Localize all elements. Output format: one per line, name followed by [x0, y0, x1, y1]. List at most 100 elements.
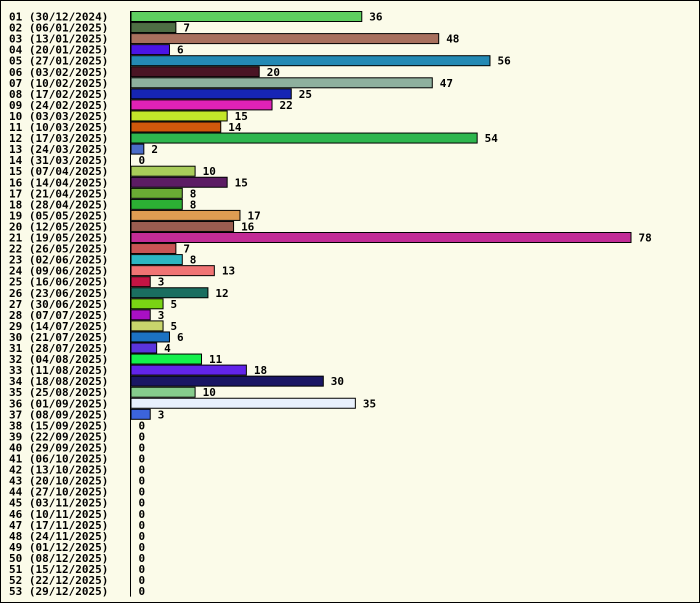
category-label: 42 (13/10/2025)	[9, 464, 108, 477]
bar	[130, 320, 164, 332]
value-label: 0	[139, 574, 146, 587]
bar	[130, 243, 177, 255]
value-label: 0	[139, 508, 146, 521]
category-label: 20 (12/05/2025)	[9, 220, 108, 233]
category-label: 53 (29/12/2025)	[9, 585, 108, 598]
value-label: 47	[440, 77, 453, 90]
category-label: 47 (17/11/2025)	[9, 519, 108, 532]
category-label: 23 (02/06/2025)	[9, 254, 108, 267]
bar	[130, 265, 215, 277]
category-label: 43 (20/10/2025)	[9, 475, 108, 488]
category-label: 24 (09/06/2025)	[9, 265, 108, 278]
value-label: 16	[241, 220, 255, 233]
category-label: 22 (26/05/2025)	[9, 243, 108, 256]
value-label: 0	[139, 585, 146, 598]
value-label: 8	[190, 198, 197, 211]
category-label: 29 (14/07/2025)	[9, 320, 108, 333]
value-label: 6	[177, 44, 184, 57]
value-label: 6	[177, 331, 184, 344]
value-label: 0	[139, 419, 146, 432]
category-label: 49 (01/12/2025)	[9, 541, 108, 554]
bar	[130, 331, 170, 343]
value-label: 7	[183, 22, 190, 35]
category-label: 38 (15/09/2025)	[9, 419, 108, 432]
category-label: 05 (27/01/2025)	[9, 55, 108, 68]
category-label: 16 (14/04/2025)	[9, 176, 108, 189]
category-label: 36 (01/09/2025)	[9, 397, 108, 410]
value-label: 14	[228, 121, 242, 134]
bar	[130, 110, 228, 122]
bar	[130, 209, 241, 221]
category-label: 41 (06/10/2025)	[9, 453, 108, 466]
bar	[130, 397, 356, 409]
value-label: 3	[158, 276, 165, 289]
bar	[130, 66, 260, 78]
category-label: 48 (24/11/2025)	[9, 530, 108, 543]
value-label: 3	[158, 309, 165, 322]
category-label: 39 (22/09/2025)	[9, 430, 108, 443]
bar	[130, 176, 228, 188]
bar	[130, 342, 158, 354]
bars	[130, 11, 632, 420]
value-label: 3	[158, 408, 165, 421]
category-label: 21 (19/05/2025)	[9, 232, 108, 245]
value-label: 0	[139, 530, 146, 543]
category-label: 30 (21/07/2025)	[9, 331, 108, 344]
value-label: 10	[203, 165, 216, 178]
category-label: 11 (10/03/2025)	[9, 121, 108, 134]
value-label: 0	[139, 441, 146, 454]
bar	[130, 375, 324, 387]
category-label: 14 (31/03/2025)	[9, 154, 108, 167]
value-label: 35	[363, 397, 376, 410]
category-label: 31 (28/07/2025)	[9, 342, 108, 355]
value-label: 0	[139, 552, 146, 565]
category-label: 10 (03/03/2025)	[9, 110, 108, 123]
value-label: 11	[209, 353, 223, 366]
value-label: 25	[299, 88, 312, 101]
category-label: 08 (17/02/2025)	[9, 88, 108, 101]
category-label: 13 (24/03/2025)	[9, 143, 108, 156]
bar	[130, 276, 151, 288]
value-label: 12	[215, 287, 228, 300]
bar	[130, 386, 196, 398]
bar	[130, 132, 478, 144]
category-label: 06 (03/02/2025)	[9, 66, 108, 79]
category-labels: 01 (30/12/2024)02 (06/01/2025)03 (13/01/…	[9, 11, 108, 599]
value-label: 18	[254, 364, 267, 377]
value-label: 0	[139, 541, 146, 554]
bar	[130, 143, 145, 155]
category-label: 02 (06/01/2025)	[9, 22, 108, 35]
bar	[130, 232, 632, 243]
value-label: 36	[369, 11, 383, 24]
category-label: 51 (15/12/2025)	[9, 563, 108, 576]
value-label: 15	[235, 110, 248, 123]
bar	[130, 99, 273, 111]
value-label: 8	[190, 254, 197, 267]
bar	[130, 88, 292, 100]
value-label: 13	[222, 265, 235, 278]
category-label: 40 (29/09/2025)	[9, 441, 108, 454]
category-label: 28 (07/07/2025)	[9, 309, 108, 322]
bar	[130, 353, 203, 365]
category-label: 52 (22/12/2025)	[9, 574, 108, 587]
value-label: 78	[639, 232, 652, 245]
bar	[130, 44, 170, 56]
value-label: 15	[235, 176, 248, 189]
category-label: 26 (23/06/2025)	[9, 287, 108, 300]
bar	[130, 11, 363, 22]
value-label: 10	[203, 386, 216, 399]
category-label: 04 (20/01/2025)	[9, 44, 108, 57]
value-label: 48	[446, 33, 459, 46]
value-label: 0	[139, 453, 146, 466]
bar	[130, 364, 247, 376]
value-label: 0	[139, 464, 146, 477]
value-label: 30	[331, 375, 344, 388]
value-label: 17	[247, 209, 260, 222]
category-label: 09 (24/02/2025)	[9, 99, 108, 112]
bar	[130, 187, 183, 199]
bar	[130, 22, 177, 34]
category-label: 45 (03/11/2025)	[9, 497, 108, 510]
value-label: 0	[139, 497, 146, 510]
category-label: 35 (25/08/2025)	[9, 386, 108, 399]
